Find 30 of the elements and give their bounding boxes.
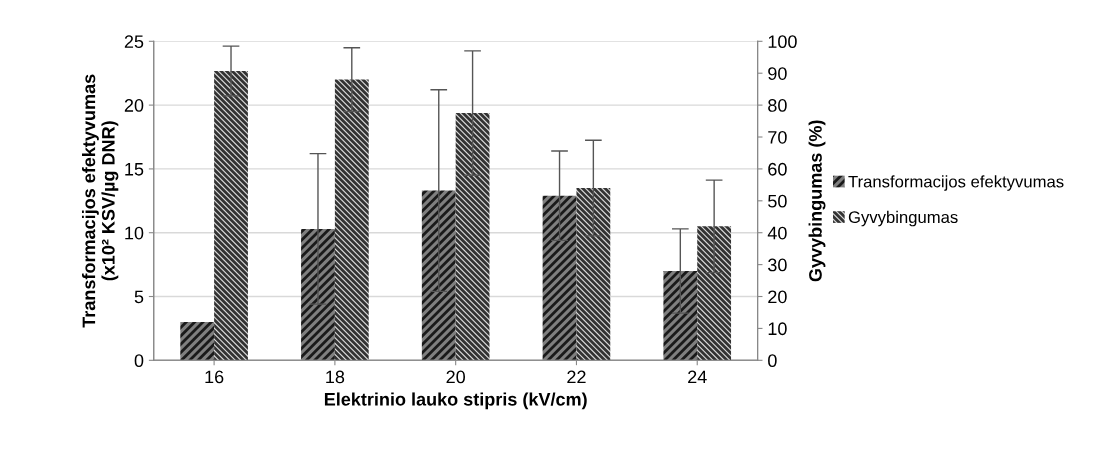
y-tick-label: 5 <box>134 290 144 304</box>
y2-tick-label: 60 <box>768 162 787 176</box>
y-tick-label: 15 <box>125 163 144 176</box>
y2-tick-label: 50 <box>768 194 787 208</box>
y2-tick-label: 90 <box>768 67 787 80</box>
y-tick-label: 10 <box>125 226 144 240</box>
x-tick-label: 20 <box>446 370 466 384</box>
legend-label: Transformacijos efektyvumas <box>848 175 1064 191</box>
y2-tick-label: 40 <box>767 226 787 240</box>
x-tick-label: 24 <box>688 370 707 384</box>
y-tick-label: 25 <box>124 35 144 49</box>
x-tick-label: 22 <box>567 370 586 384</box>
x-tick-label: 16 <box>205 370 224 384</box>
y2-tick-label: 0 <box>768 354 777 368</box>
y-tick-label: 0 <box>134 354 144 368</box>
bar <box>180 322 215 361</box>
x-axis-title: Elektrinio lauko stipris (kV/cm) <box>324 392 587 410</box>
legend-label: Gyvybingumas <box>848 210 958 227</box>
y2-tick-label: 70 <box>768 130 787 144</box>
y2-tick-label: 80 <box>768 99 787 112</box>
y-tick-label: 20 <box>124 99 144 112</box>
x-tick-label: 18 <box>326 370 345 384</box>
y-axis-title: Transformacijos efektyvumas (x10² KSV/µg DNR) <box>82 74 119 328</box>
bar <box>334 79 369 361</box>
y2-axis-title: Gyvybingumas (%) <box>808 120 826 282</box>
bar <box>214 70 248 361</box>
y2-tick-label: 100 <box>768 35 797 49</box>
y2-tick-label: 10 <box>768 322 787 336</box>
y2-tick-label: 20 <box>768 290 787 304</box>
y2-tick-label: 30 <box>768 258 787 272</box>
